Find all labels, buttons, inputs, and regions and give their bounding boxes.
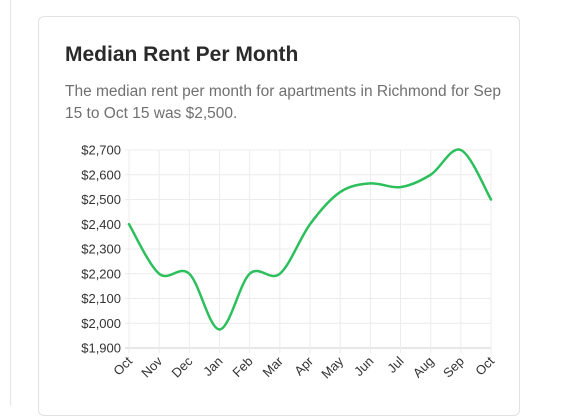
x-tick-label: May xyxy=(318,353,346,381)
y-tick-label: $2,100 xyxy=(81,291,121,306)
x-tick-label: Oct xyxy=(472,353,497,378)
median-rent-card: Median Rent Per Month The median rent pe… xyxy=(38,16,520,416)
x-tick-label: Dec xyxy=(168,353,195,380)
x-tick-label: Apr xyxy=(291,353,316,378)
x-tick-label: Jun xyxy=(351,354,376,379)
y-tick-label: $2,300 xyxy=(81,242,121,257)
y-tick-label: $2,400 xyxy=(81,217,121,232)
y-tick-label: $2,600 xyxy=(81,167,121,182)
x-tick-label: Aug xyxy=(410,354,437,381)
x-tick-label: Sep xyxy=(440,354,467,381)
card-description: The median rent per month for apartments… xyxy=(65,83,501,122)
x-tick-label: Jan xyxy=(200,354,225,379)
x-tick-label: Jul xyxy=(384,353,406,375)
y-tick-label: $2,500 xyxy=(81,192,121,207)
y-tick-label: $1,900 xyxy=(81,341,121,356)
series-line xyxy=(127,148,493,331)
x-tick-label: Feb xyxy=(229,354,255,380)
x-tick-label: Nov xyxy=(138,353,165,380)
x-tick-label: Oct xyxy=(110,353,135,378)
rent-line-chart: $1,900 $2,000 $2,100 $2,200 $2,300 $2,400 $2,5… xyxy=(81,143,497,382)
y-tick-label: $2,000 xyxy=(81,316,121,331)
x-tick-label: Mar xyxy=(260,353,287,380)
adjacent-card-edge xyxy=(0,0,11,406)
card-title: Median Rent Per Month xyxy=(65,43,299,66)
y-tick-label: $2,200 xyxy=(81,266,121,281)
y-tick-label: $2,700 xyxy=(81,143,121,158)
